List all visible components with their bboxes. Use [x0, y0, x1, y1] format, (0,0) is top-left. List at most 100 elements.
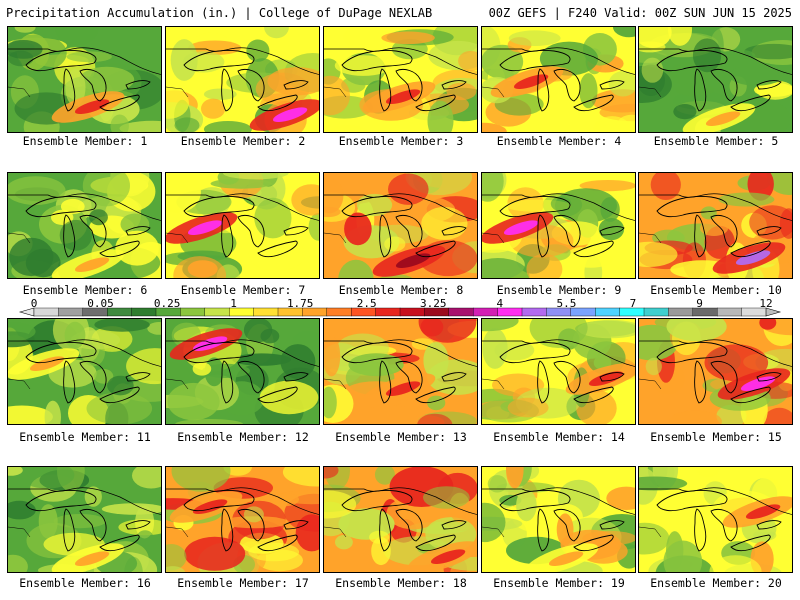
heavy-precip-core — [745, 504, 781, 520]
great-lake-outline — [441, 372, 467, 382]
precip-patch — [8, 405, 53, 424]
great-lake-outline — [537, 214, 550, 258]
colorbar-tick-label: 2.5 — [356, 297, 377, 310]
precip-patch — [421, 206, 468, 240]
precip-patch — [84, 486, 102, 507]
great-lake-outline — [395, 214, 423, 248]
precip-patch — [82, 173, 130, 207]
colorbar-swatch — [643, 307, 669, 317]
precipitation-field — [166, 319, 319, 424]
precip-patch — [184, 536, 246, 571]
colorbar-tick-label: 3.25 — [420, 297, 447, 310]
us-canada-border — [166, 47, 319, 75]
ensemble-member-label: Ensemble Member: 17 — [177, 576, 309, 590]
precip-patch — [147, 322, 161, 335]
us-canada-border — [482, 47, 635, 75]
precip-patch — [203, 88, 237, 100]
precip-patch — [86, 392, 153, 424]
state-boundary — [166, 378, 189, 390]
state-boundary — [166, 232, 189, 244]
precip-patch — [324, 177, 344, 214]
heavy-precip-core — [740, 376, 776, 392]
ensemble-member-map — [7, 172, 162, 279]
precip-patch — [110, 114, 129, 132]
precip-patch — [8, 500, 36, 520]
great-lake-outline — [99, 534, 140, 552]
ensemble-member-label: Ensemble Member: 2 — [180, 134, 306, 148]
colorbar-swatch — [375, 307, 401, 317]
precip-patch — [423, 486, 470, 509]
state-boundary — [8, 232, 31, 244]
colorbar-tick-label: 1.75 — [286, 297, 314, 310]
precip-patch — [507, 397, 549, 418]
great-lake-outline — [756, 520, 782, 530]
great-lake-outline — [79, 214, 107, 248]
precip-patch — [356, 193, 393, 217]
ensemble-member-label: Ensemble Member: 8 — [338, 283, 464, 297]
precip-patch — [44, 400, 61, 424]
precip-patch — [187, 260, 218, 278]
ensemble-member-map — [481, 466, 636, 573]
ensemble-member-map — [481, 172, 636, 279]
precip-patch — [120, 213, 150, 235]
precip-patch — [579, 180, 635, 192]
heavy-precip-core — [385, 381, 421, 397]
precip-patch — [720, 49, 756, 62]
state-boundary — [639, 86, 662, 98]
precip-patch — [324, 490, 357, 519]
precip-patch — [577, 319, 635, 339]
precip-patch — [182, 51, 225, 73]
precipitation-field — [166, 27, 319, 132]
great-lake-outline — [99, 386, 140, 404]
great-lake-outline — [730, 94, 771, 112]
precip-patch — [556, 513, 574, 546]
ensemble-member-label: Ensemble Member: 15 — [650, 430, 782, 444]
precip-patch — [324, 335, 341, 377]
precip-patch — [324, 467, 339, 479]
great-lake-outline — [415, 386, 456, 404]
great-lake-outline — [553, 214, 581, 248]
precip-patch — [668, 27, 692, 46]
precip-patch — [93, 368, 114, 384]
us-canada-border — [639, 47, 792, 75]
precipitation-field — [639, 467, 792, 572]
precip-patch — [669, 410, 722, 424]
precip-patch — [600, 197, 620, 222]
heavy-precip-core — [735, 250, 771, 266]
precip-patch — [260, 328, 280, 344]
precip-patch — [338, 259, 374, 278]
colorbar-swatch — [204, 307, 230, 317]
great-lake-outline — [221, 360, 234, 404]
colorbar-tick-label: 0 — [30, 297, 38, 310]
precip-patch — [171, 467, 231, 492]
precip-patch — [639, 476, 688, 491]
precip-patch — [374, 467, 395, 485]
us-canada-border — [639, 487, 792, 515]
colorbar-tick-label: 5.5 — [556, 297, 577, 310]
precip-patch — [343, 27, 377, 49]
precip-patch — [246, 39, 270, 62]
great-lake-outline — [415, 240, 456, 258]
great-lake-outline — [441, 226, 467, 236]
precipitation-field — [8, 27, 161, 132]
great-lake-outline — [710, 508, 738, 542]
great-lake-outline — [237, 68, 265, 102]
ensemble-member-label: Ensemble Member: 14 — [493, 430, 625, 444]
precip-patch — [645, 357, 662, 376]
precipitation-field — [639, 27, 792, 132]
ensemble-member-label: Ensemble Member: 20 — [650, 576, 782, 590]
precip-patch — [8, 176, 66, 205]
precip-patch — [718, 192, 775, 207]
precip-patch — [53, 514, 106, 529]
precip-patch — [709, 555, 762, 572]
great-lake-outline — [79, 360, 107, 394]
great-lake-outline — [221, 508, 234, 552]
precip-patch — [606, 486, 635, 510]
colorbar-swatch — [717, 307, 743, 317]
great-lake-outline — [553, 360, 581, 394]
precip-patch — [166, 173, 201, 213]
precip-patch — [384, 236, 406, 252]
precipitation-field — [8, 319, 161, 424]
precip-patch — [417, 413, 453, 424]
precip-patch — [699, 220, 729, 236]
